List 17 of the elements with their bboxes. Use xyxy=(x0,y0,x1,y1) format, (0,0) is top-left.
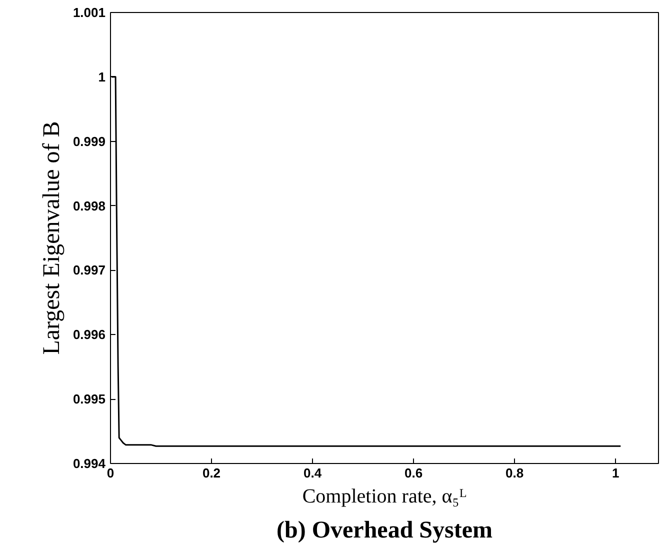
x-axis-title: Completion rate, α₅ᴸ xyxy=(302,486,467,508)
y-tick-label: 1.001 xyxy=(72,5,106,20)
x-tick-label: 0.2 xyxy=(202,466,221,480)
x-tick-label: 0.8 xyxy=(506,466,524,480)
y-tick-label: 0.998 xyxy=(72,198,106,214)
y-tick-label: 0.999 xyxy=(72,134,106,149)
y-tick-label: 0.996 xyxy=(72,327,106,342)
y-tick-label: 0.994 xyxy=(72,456,106,471)
x-tick-label: 0 xyxy=(106,466,114,480)
x-tick-label: 0.4 xyxy=(303,466,322,480)
x-tick-label: 0.6 xyxy=(404,466,423,480)
y-tick-label: 0.995 xyxy=(72,392,106,407)
y-tick-label: 1 xyxy=(98,69,106,84)
y-tick-label: 0.997 xyxy=(72,262,106,278)
y-axis-title: Largest Eigenvalue of B xyxy=(38,121,65,355)
x-tick-label: 1 xyxy=(612,466,620,480)
text: (b) Overhead System xyxy=(276,518,492,544)
